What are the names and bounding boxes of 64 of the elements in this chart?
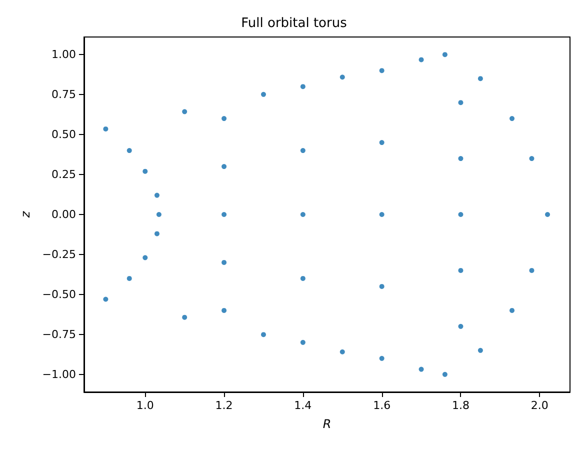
y-tick-label: −0.50: [42, 288, 76, 301]
point: [458, 268, 464, 273]
point: [154, 192, 160, 198]
y-tick-label: 0.25: [52, 168, 76, 182]
point: [478, 348, 483, 353]
point: [260, 92, 266, 97]
x-tick-label: 1.4: [294, 399, 312, 412]
point: [182, 109, 188, 114]
point: [340, 349, 345, 354]
point: [458, 156, 464, 162]
point: [142, 168, 148, 174]
point: [182, 314, 188, 320]
x-tick-label: 1.8: [452, 399, 470, 412]
point: [300, 148, 306, 154]
point: [529, 156, 534, 162]
point: [126, 148, 132, 154]
x-axis-title: R: [322, 417, 332, 431]
point: [126, 276, 132, 281]
point: [442, 372, 448, 377]
y-tick-label: 0.75: [52, 88, 76, 102]
point: [300, 276, 306, 281]
point: [529, 268, 534, 273]
y-axis-title: z: [18, 210, 32, 219]
point: [103, 126, 108, 132]
point: [222, 308, 227, 313]
point: [379, 284, 384, 289]
y-tick-label: −1.00: [42, 368, 76, 381]
point: [379, 356, 384, 361]
point: [442, 52, 448, 58]
point: [379, 140, 384, 146]
point: [260, 332, 266, 338]
point: [458, 100, 464, 106]
point: [222, 164, 227, 170]
point: [222, 116, 227, 122]
point: [154, 231, 160, 236]
point: [458, 212, 464, 217]
y-tick-label: 0.00: [52, 208, 76, 221]
point: [478, 76, 483, 82]
point: [379, 212, 384, 217]
point: [300, 340, 306, 345]
point: [156, 212, 162, 217]
y-tick-label: 0.50: [52, 128, 76, 142]
point: [142, 255, 148, 260]
x-tick-label: 1.6: [373, 399, 391, 412]
y-tick-label: −0.25: [42, 248, 76, 261]
x-tick-label: 1.0: [136, 399, 154, 412]
point: [222, 212, 227, 217]
point: [300, 212, 306, 217]
x-tick-label: 1.2: [215, 399, 233, 412]
point: [379, 68, 384, 74]
point: [418, 57, 424, 62]
point: [418, 366, 424, 372]
x-tick-label: 2.0: [530, 399, 548, 412]
point: [222, 260, 227, 265]
point: [510, 308, 515, 313]
y-tick-label: 1.00: [52, 48, 76, 62]
y-tick-label: −0.75: [42, 328, 76, 341]
point: [510, 116, 515, 122]
point: [340, 74, 345, 80]
chart-title: Full orbital torus: [241, 16, 348, 31]
point: [458, 324, 464, 329]
point: [545, 212, 550, 217]
point: [300, 84, 306, 90]
point: [103, 296, 108, 302]
